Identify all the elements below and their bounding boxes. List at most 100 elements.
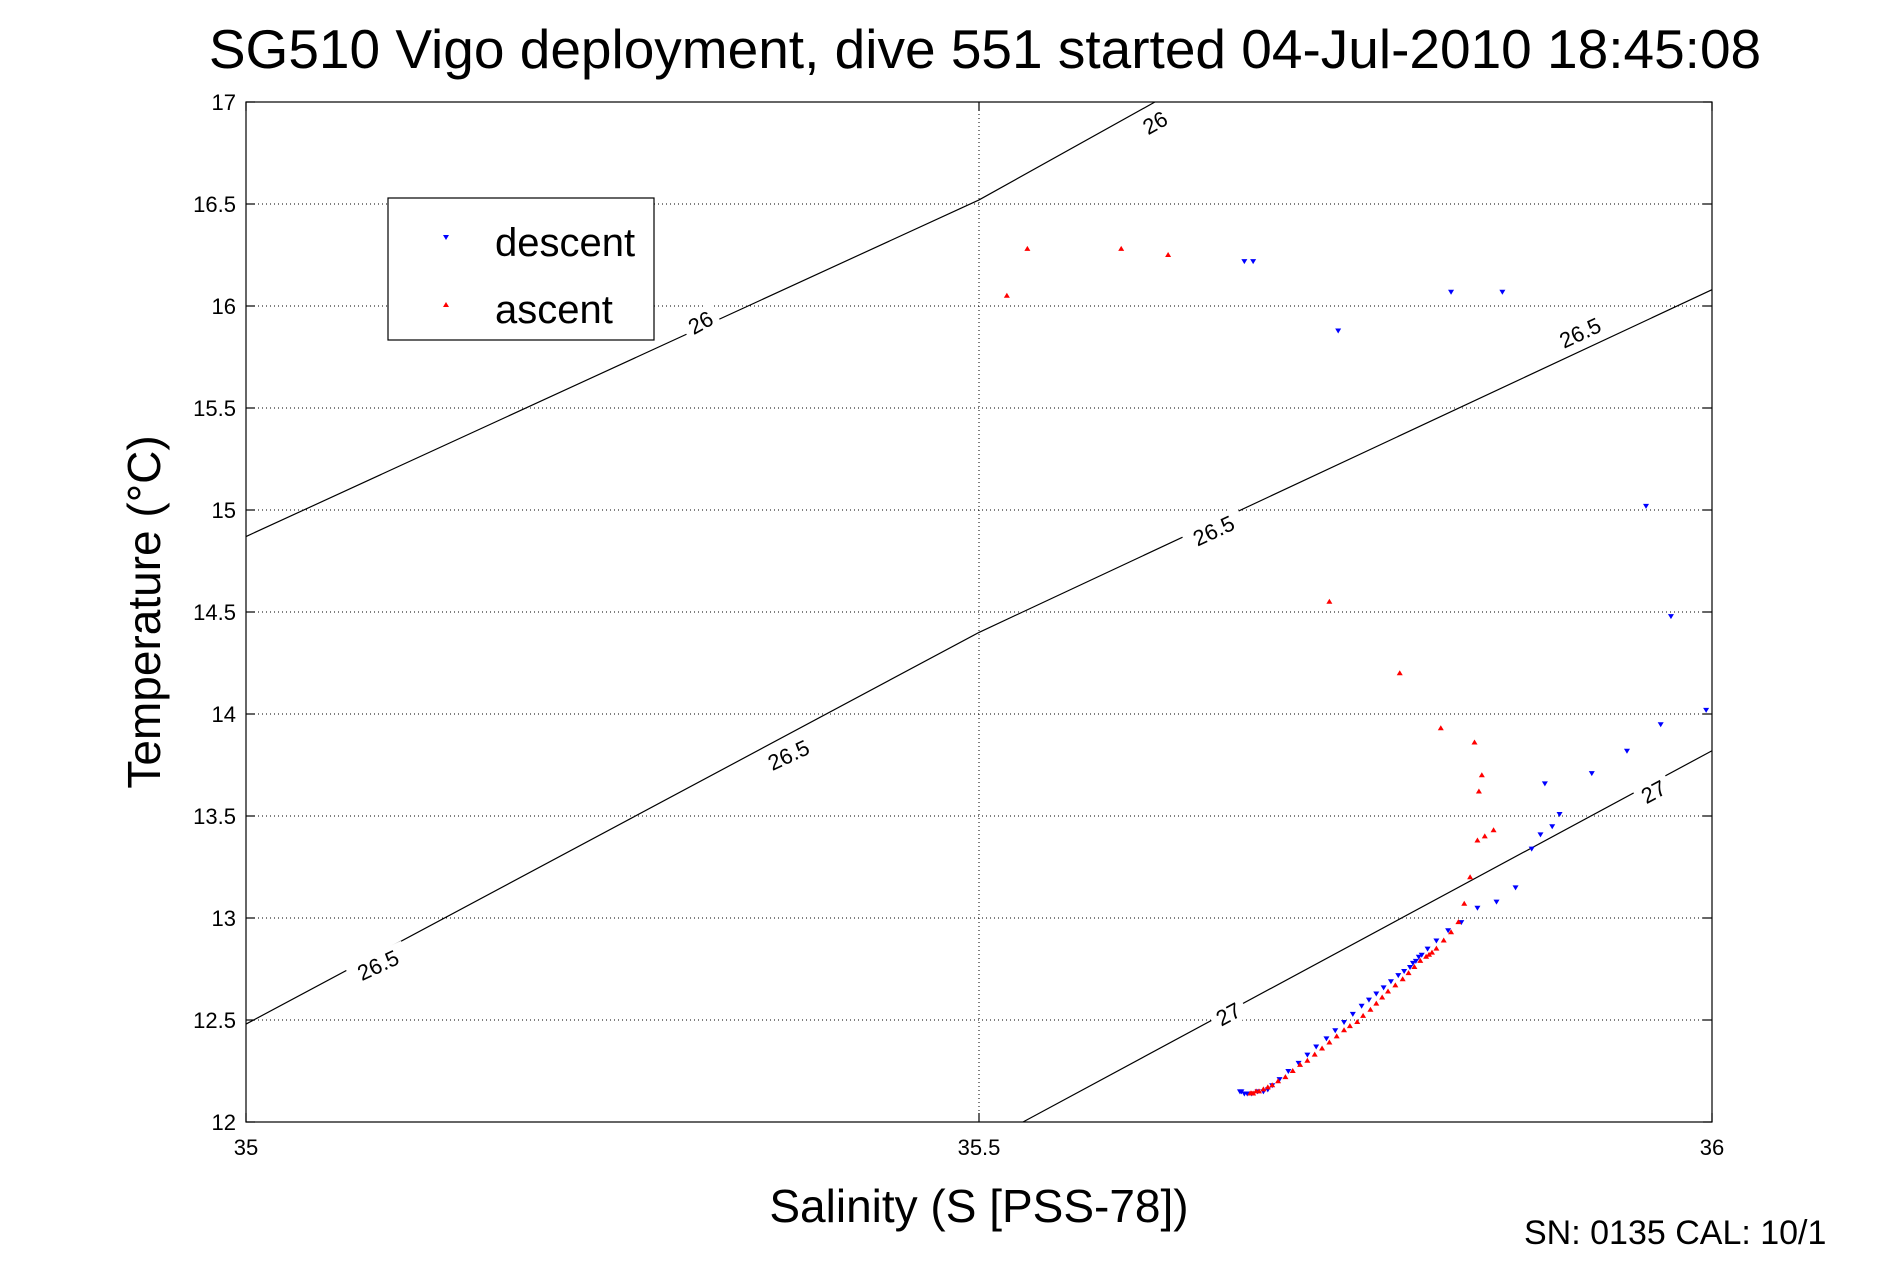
point-ascent: [1346, 1023, 1353, 1029]
contour-line-26.5: [245, 289, 1713, 1025]
point-descent: [1445, 928, 1452, 934]
point-ascent: [1428, 949, 1435, 955]
contour-label-background: [1180, 506, 1247, 555]
contour-label-group: 27: [1206, 994, 1250, 1033]
point-ascent: [1264, 1084, 1271, 1090]
contour-label-background: [1206, 994, 1250, 1033]
point-ascent: [1417, 957, 1424, 963]
y-tick-label: 12.5: [193, 1008, 236, 1033]
point-ascent: [1396, 670, 1403, 676]
point-ascent: [1373, 1000, 1380, 1006]
point-descent: [1512, 885, 1519, 891]
point-descent: [1387, 979, 1394, 985]
y-tick-label: 17: [212, 90, 236, 115]
point-descent: [1304, 1052, 1311, 1058]
contour-label-group: 26.5: [1546, 308, 1614, 357]
point-ascent: [1475, 788, 1482, 794]
point-ascent: [1260, 1086, 1267, 1092]
chart-title: SG510 Vigo deployment, dive 551 started …: [209, 18, 1761, 80]
point-ascent: [1392, 982, 1399, 988]
point-ascent: [1247, 1090, 1254, 1096]
point-ascent: [1437, 725, 1444, 731]
point-ascent: [1354, 1019, 1361, 1025]
point-descent: [1541, 781, 1548, 787]
contour-label-background: [1133, 103, 1177, 142]
point-ascent: [1269, 1082, 1276, 1088]
sn-cal-text: SN: 0135 CAL: 10/1: [1524, 1214, 1826, 1252]
y-tick-label: 13.5: [193, 804, 236, 829]
point-ascent: [1297, 1061, 1304, 1067]
legend-box: [387, 197, 655, 341]
point-descent: [1474, 905, 1481, 911]
y-tick-label: 16.5: [193, 192, 236, 217]
contour-label-background: [678, 303, 723, 342]
point-descent: [1448, 289, 1455, 295]
point-descent: [1373, 991, 1380, 997]
legend-marker-ascent: [443, 302, 449, 307]
legend-marker-descent: [443, 235, 449, 240]
point-ascent: [1399, 976, 1406, 982]
point-descent: [1250, 259, 1257, 265]
contour-line-27: [1022, 750, 1713, 1123]
point-ascent: [1165, 252, 1172, 257]
point-descent: [1623, 748, 1630, 754]
point-ascent: [1474, 837, 1481, 843]
point-descent: [1395, 973, 1402, 979]
point-descent: [1537, 832, 1544, 838]
point-descent: [1588, 771, 1595, 777]
point-descent: [1528, 846, 1535, 852]
point-ascent: [1360, 1012, 1367, 1018]
point-ascent: [1275, 1078, 1282, 1084]
legend-label-descent: descent: [495, 221, 635, 265]
point-descent: [1493, 899, 1500, 905]
legend: descent ascent: [387, 197, 655, 341]
point-ascent: [1448, 929, 1455, 935]
point-descent: [1241, 259, 1248, 265]
point-ascent: [1379, 994, 1386, 1000]
point-ascent: [1333, 1033, 1340, 1039]
point-ascent: [1490, 827, 1497, 833]
contour-label-group: 26.5: [344, 940, 412, 989]
contour-label-group: 26.5: [755, 730, 822, 779]
point-ascent: [1341, 1027, 1348, 1033]
contour-label-background: [344, 940, 412, 989]
point-ascent: [1423, 953, 1430, 959]
point-ascent: [1405, 970, 1412, 976]
point-ascent: [1326, 598, 1333, 604]
point-descent: [1407, 964, 1414, 970]
point-descent: [1365, 997, 1372, 1003]
x-tick-label: 35: [234, 1135, 258, 1160]
point-descent: [1380, 985, 1387, 991]
point-ascent: [1289, 1068, 1296, 1073]
contour-label-group: 26.5: [1180, 506, 1247, 555]
point-ascent: [1304, 1057, 1311, 1063]
point-descent: [1418, 952, 1425, 958]
y-tick-label: 16: [212, 294, 236, 319]
point-descent: [1499, 289, 1506, 295]
x-tick-label: 35.5: [958, 1135, 1001, 1160]
y-tick-label: 14: [212, 702, 236, 727]
point-ascent: [1467, 874, 1474, 880]
point-ascent: [1253, 1088, 1260, 1094]
y-tick-label: 14.5: [193, 600, 236, 625]
point-ascent: [1326, 1039, 1333, 1045]
point-ascent: [1385, 988, 1392, 994]
point-descent: [1657, 722, 1664, 728]
contour-label-background: [1631, 772, 1675, 811]
x-tick-label: 36: [1700, 1135, 1724, 1160]
y-tick-label: 13: [212, 906, 236, 931]
data-points: [1003, 245, 1710, 1097]
point-ascent: [1367, 1006, 1374, 1012]
point-descent: [1236, 1089, 1243, 1095]
contour-label-group: 26: [678, 303, 723, 342]
axis-ticks: 35 35.5 36 12 12.5 13 13.5 14 14.5 15 15.5 16 16.5 17: [193, 90, 1724, 1160]
point-ascent: [1003, 292, 1010, 298]
point-descent: [1703, 707, 1710, 713]
point-descent: [1409, 960, 1416, 966]
point-descent: [1415, 954, 1422, 960]
point-ascent: [1426, 951, 1433, 957]
point-descent: [1412, 958, 1419, 964]
contour-label-group: 27: [1631, 772, 1675, 811]
point-descent: [1424, 946, 1431, 952]
